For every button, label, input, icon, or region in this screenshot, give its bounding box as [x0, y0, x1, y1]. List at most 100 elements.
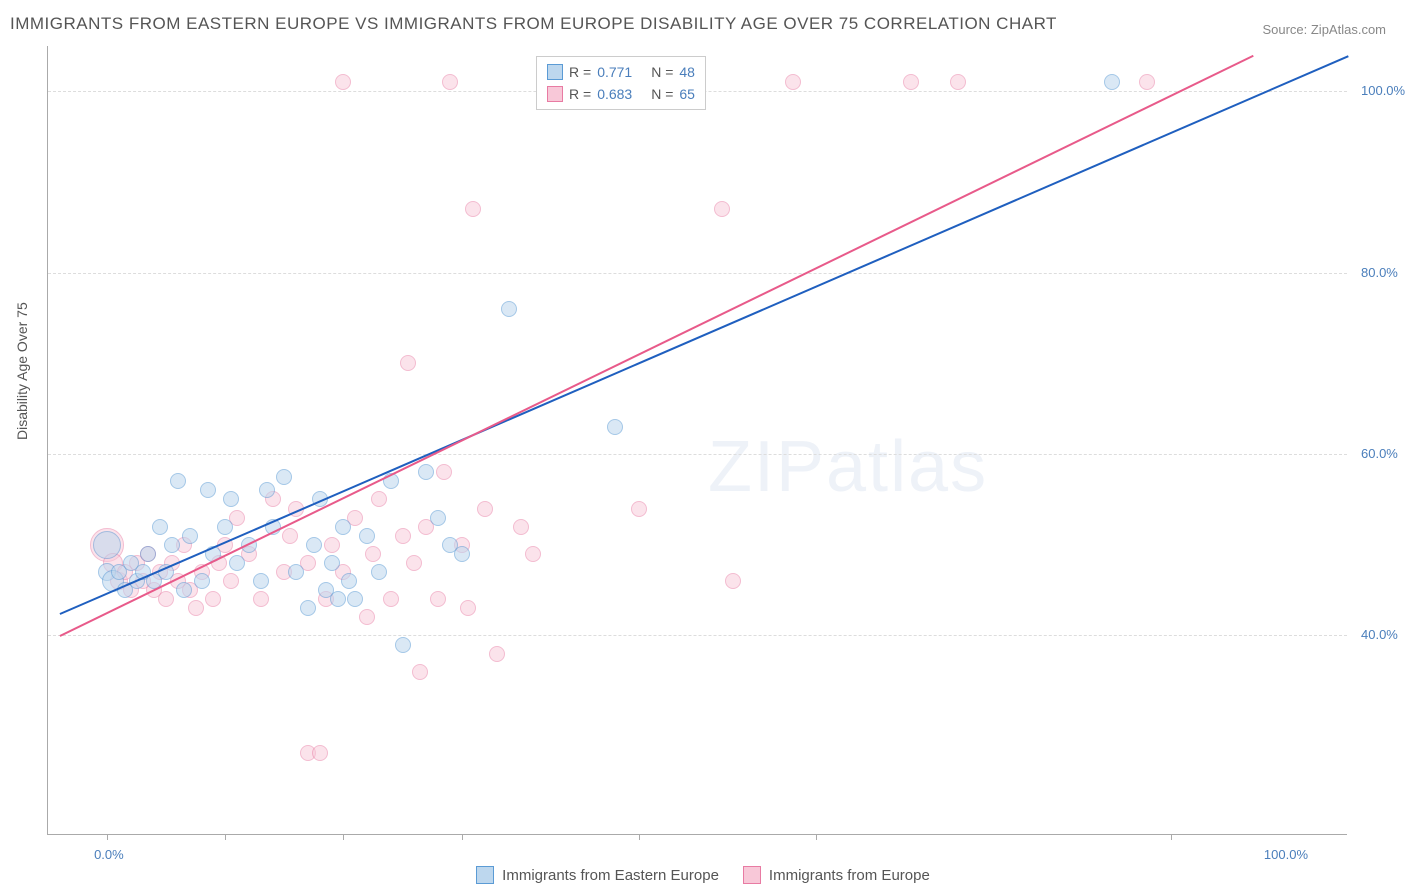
data-point [412, 664, 428, 680]
x-tick [639, 834, 640, 840]
plot-area: ZIPatlas [47, 46, 1347, 835]
data-point [1139, 74, 1155, 90]
data-point [347, 591, 363, 607]
data-point [140, 546, 156, 562]
legend-swatch [743, 866, 761, 884]
data-point [489, 646, 505, 662]
data-point [335, 74, 351, 90]
y-axis-title: Disability Age Over 75 [14, 302, 30, 440]
legend-n-label: N = [651, 83, 673, 105]
watermark: ZIPatlas [708, 426, 988, 508]
data-point [324, 555, 340, 571]
data-point [442, 74, 458, 90]
legend-swatch [547, 64, 563, 80]
watermark-bold: ZIP [708, 427, 826, 507]
x-tick [225, 834, 226, 840]
y-tick-label: 100.0% [1361, 83, 1405, 98]
gridline-h [48, 454, 1347, 455]
data-point [253, 573, 269, 589]
data-point [631, 501, 647, 517]
data-point [164, 537, 180, 553]
data-point [395, 637, 411, 653]
data-point [454, 546, 470, 562]
data-point [785, 74, 801, 90]
data-point [152, 519, 168, 535]
data-point [465, 201, 481, 217]
data-point [288, 564, 304, 580]
x-tick [816, 834, 817, 840]
data-point [359, 609, 375, 625]
x-tick [1171, 834, 1172, 840]
legend-r-label: R = [569, 61, 591, 83]
y-tick-label: 80.0% [1361, 265, 1398, 280]
data-point [359, 528, 375, 544]
data-point [341, 573, 357, 589]
legend-top: R = 0.771 N = 48 R = 0.683 N = 65 [536, 56, 706, 110]
data-point [1104, 74, 1120, 90]
data-point [383, 591, 399, 607]
data-point [525, 546, 541, 562]
legend-swatch [476, 866, 494, 884]
data-point [406, 555, 422, 571]
y-tick-label: 60.0% [1361, 446, 1398, 461]
data-point [312, 745, 328, 761]
legend-series-label: Immigrants from Europe [769, 867, 930, 884]
data-point [400, 355, 416, 371]
data-point [330, 591, 346, 607]
watermark-thin: atlas [826, 427, 988, 507]
data-point [205, 591, 221, 607]
legend-r-value: 0.771 [597, 61, 645, 83]
source-attribution: Source: ZipAtlas.com [1262, 22, 1386, 37]
legend-swatch [547, 86, 563, 102]
data-point [513, 519, 529, 535]
data-point [259, 482, 275, 498]
data-point [300, 600, 316, 616]
legend-top-row: R = 0.771 N = 48 [547, 61, 695, 83]
data-point [950, 74, 966, 90]
legend-r-value: 0.683 [597, 83, 645, 105]
data-point [223, 573, 239, 589]
data-point [200, 482, 216, 498]
data-point [430, 510, 446, 526]
data-point [223, 491, 239, 507]
data-point [436, 464, 452, 480]
legend-series-label: Immigrants from Eastern Europe [502, 867, 719, 884]
legend-top-row: R = 0.683 N = 65 [547, 83, 695, 105]
legend-bottom: Immigrants from Eastern Europe Immigrants… [0, 866, 1406, 884]
legend-n-value: 65 [679, 83, 695, 105]
data-point [182, 528, 198, 544]
data-point [418, 464, 434, 480]
data-point [217, 519, 233, 535]
legend-n-label: N = [651, 61, 673, 83]
data-point [176, 582, 192, 598]
data-point [365, 546, 381, 562]
data-point [477, 501, 493, 517]
data-point [460, 600, 476, 616]
x-tick [462, 834, 463, 840]
data-point [253, 591, 269, 607]
x-tick [107, 834, 108, 840]
legend-r-label: R = [569, 83, 591, 105]
data-point [170, 473, 186, 489]
gridline-h [48, 635, 1347, 636]
data-point [371, 564, 387, 580]
data-point [229, 555, 245, 571]
y-tick-label: 40.0% [1361, 627, 1398, 642]
legend-bottom-item: Immigrants from Eastern Europe [476, 866, 719, 884]
data-point [188, 600, 204, 616]
x-tick [343, 834, 344, 840]
data-point [282, 528, 298, 544]
data-point [335, 519, 351, 535]
data-point [194, 573, 210, 589]
data-point [501, 301, 517, 317]
data-point [430, 591, 446, 607]
data-point [395, 528, 411, 544]
legend-bottom-item: Immigrants from Europe [743, 866, 930, 884]
data-point [324, 537, 340, 553]
regression-line [59, 55, 1254, 638]
data-point [903, 74, 919, 90]
legend-n-value: 48 [679, 61, 695, 83]
x-min-label: 0.0% [94, 847, 124, 862]
gridline-h [48, 273, 1347, 274]
data-point [158, 591, 174, 607]
